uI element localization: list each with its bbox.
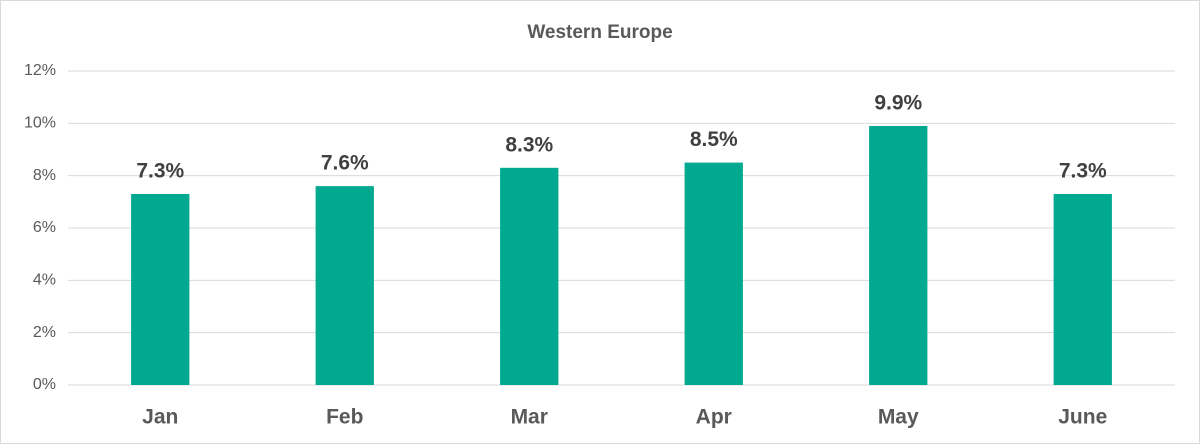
bar	[684, 162, 743, 385]
y-tick-label: 10%	[24, 115, 56, 132]
y-tick-label: 12%	[24, 62, 56, 79]
bar	[500, 167, 559, 385]
x-tick-label: Jan	[142, 406, 178, 429]
y-tick-label: 2%	[33, 324, 56, 341]
value-label: 7.6%	[321, 152, 369, 175]
x-tick-label: Feb	[326, 406, 363, 429]
bar	[131, 193, 190, 385]
value-label: 8.5%	[690, 128, 738, 151]
value-label: 8.3%	[505, 133, 553, 156]
y-tick-label: 0%	[33, 376, 56, 393]
y-tick-label: 6%	[33, 219, 56, 236]
bar	[315, 186, 374, 385]
chart-title: Western Europe	[527, 22, 672, 43]
x-tick-label: June	[1058, 406, 1107, 429]
bar	[869, 125, 928, 385]
value-label: 7.3%	[1059, 160, 1107, 183]
x-tick-label: Mar	[511, 406, 548, 429]
x-tick-label: May	[878, 406, 919, 429]
bar	[1053, 193, 1112, 385]
value-label: 7.3%	[136, 160, 184, 183]
y-tick-label: 8%	[33, 167, 56, 184]
y-tick-label: 4%	[33, 272, 56, 289]
value-label: 9.9%	[874, 91, 922, 114]
x-tick-label: Apr	[696, 406, 732, 429]
